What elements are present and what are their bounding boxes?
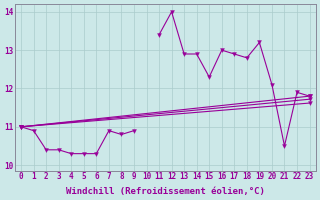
X-axis label: Windchill (Refroidissement éolien,°C): Windchill (Refroidissement éolien,°C) bbox=[66, 187, 265, 196]
